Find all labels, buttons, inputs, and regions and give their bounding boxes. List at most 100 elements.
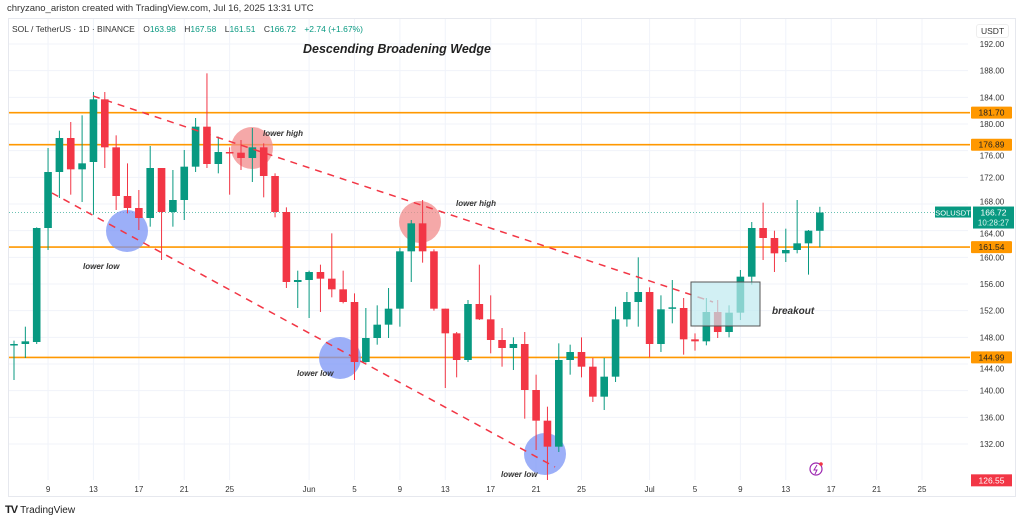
pattern-markers: [106, 127, 566, 475]
candle-body: [464, 304, 472, 361]
price-tick-label: 144.00: [980, 364, 1005, 373]
candle: [418, 200, 427, 263]
candle-body: [146, 168, 154, 219]
candle: [180, 150, 189, 221]
candle-body: [248, 147, 257, 159]
candle-body: [770, 238, 779, 254]
price-tags: 181.70 176.89 161.54 144.99 SOLUSDT 166.7210:…: [935, 106, 1014, 487]
candle-body: [475, 304, 484, 320]
candle: [589, 358, 597, 403]
candle: [293, 270, 302, 309]
candle-body: [169, 200, 177, 213]
candle: [543, 406, 552, 481]
last-price-tag: [973, 206, 1014, 229]
candle-body: [157, 168, 166, 213]
price-tick-label: 188.00: [980, 67, 1005, 76]
low-price-label: 126.55: [979, 475, 1005, 485]
candle: [555, 343, 563, 453]
grid: [9, 19, 968, 480]
horizontal-levels: [9, 111, 970, 359]
time-tick-label: 25: [577, 485, 586, 494]
price-tick-label: 192.00: [980, 40, 1005, 49]
candle-body: [55, 138, 64, 173]
candle: [123, 163, 132, 214]
lower-trendline: [51, 192, 556, 468]
time-tick-label: 21: [872, 485, 881, 494]
candle-body: [589, 366, 597, 397]
candle-body: [418, 223, 427, 252]
candle: [271, 173, 279, 218]
candle-body: [78, 163, 86, 170]
candle: [78, 115, 86, 203]
time-tick-label: 17: [486, 485, 495, 494]
candle: [282, 207, 291, 289]
price-tick-label: 152.00: [980, 307, 1005, 316]
price-tick-label: 168.00: [980, 198, 1005, 207]
candle: [66, 122, 75, 195]
time-tick-label: 5: [693, 485, 698, 494]
price-tick-label: 132.00: [980, 440, 1005, 449]
candle: [350, 293, 359, 381]
candle-body: [555, 360, 563, 447]
time-tick-label: 9: [46, 485, 51, 494]
candle-body: [611, 319, 620, 377]
candle: [203, 73, 211, 169]
candle-body: [112, 147, 120, 197]
price-tick-label: 180.00: [980, 120, 1005, 129]
candle: [668, 280, 677, 324]
chart-title: Descending Broadening Wedge: [303, 42, 491, 56]
candle-body: [668, 307, 677, 309]
candle: [747, 222, 756, 285]
candle-body: [498, 340, 506, 349]
currency-button[interactable]: USDT: [976, 24, 1010, 38]
candle: [645, 287, 654, 358]
candle: [146, 146, 154, 227]
candle: [316, 264, 325, 313]
candle-body: [316, 272, 325, 279]
candle: [657, 295, 665, 353]
time-tick-label: 13: [89, 485, 98, 494]
price-tick-label: 136.00: [980, 413, 1005, 422]
candle-body: [135, 208, 143, 219]
candle-body: [362, 338, 370, 363]
level-price-label: 181.70: [979, 108, 1005, 118]
candle-body: [271, 176, 279, 213]
candle-body: [679, 308, 688, 340]
candle: [486, 295, 495, 354]
level-price-label: 161.54: [979, 242, 1005, 252]
candle-body: [282, 212, 291, 283]
candle-body: [407, 223, 416, 252]
candle: [89, 92, 98, 215]
candle-body: [66, 138, 75, 170]
candle: [804, 230, 813, 275]
level-price-label: 176.89: [979, 140, 1005, 150]
candle-body: [702, 312, 711, 342]
candle-body: [577, 352, 586, 367]
level-price-label: 144.99: [979, 352, 1005, 362]
time-tick-label: 9: [738, 485, 743, 494]
candle-body: [645, 292, 654, 345]
lightning-icon[interactable]: [809, 462, 823, 476]
time-axis: 9 13 17 21 25 Jun 5 9 13 17 21 25 Jul 5 9 13 17 21 25: [46, 485, 927, 494]
candle-body: [384, 308, 393, 325]
candle-body: [214, 152, 223, 165]
candle-body: [10, 344, 18, 346]
price-tick-label: 176.00: [980, 152, 1005, 161]
breakout-box[interactable]: [690, 281, 761, 327]
lower-low-marker: [106, 210, 148, 252]
candle: [305, 270, 313, 319]
candle-body: [634, 292, 643, 303]
candle-body: [305, 272, 313, 281]
low-price-tag: [971, 474, 1012, 487]
candle-body: [804, 230, 813, 244]
candle: [770, 230, 779, 273]
candle: [362, 308, 370, 363]
candle: [782, 228, 790, 263]
tradingview-logo[interactable]: TV TradingView: [5, 504, 76, 516]
candle: [430, 249, 438, 311]
candle-body: [816, 212, 824, 231]
candle: [452, 332, 461, 378]
candle-body: [600, 376, 608, 397]
candle: [611, 306, 620, 383]
